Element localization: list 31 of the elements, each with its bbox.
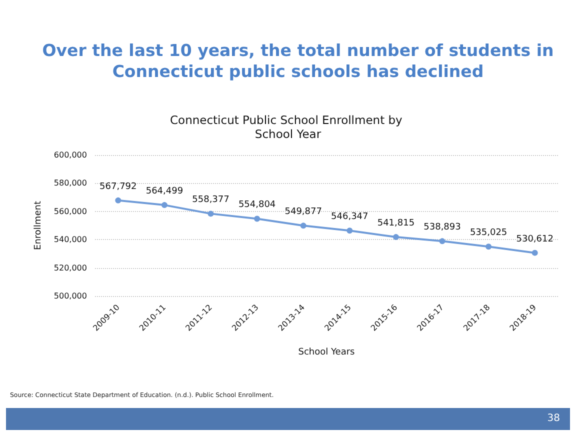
point xyxy=(392,234,399,240)
point xyxy=(115,197,122,204)
point xyxy=(208,210,214,217)
data-label: 538,893 xyxy=(424,222,461,233)
data-label: 546,347 xyxy=(331,212,368,222)
y-tick-label: 520,000 xyxy=(54,263,87,272)
chart-title: Over the last 10 years, the total number of students in Connecticut public schools has declined xyxy=(41,40,555,82)
x-axis-title: School Years xyxy=(298,348,356,358)
point xyxy=(161,202,168,208)
data-label: 567,792 xyxy=(100,182,137,192)
y-axis-title: Enrollment xyxy=(34,200,44,250)
point xyxy=(254,216,260,222)
point xyxy=(346,228,353,234)
data-label: 564,499 xyxy=(146,186,184,197)
data-label: 554,804 xyxy=(238,200,276,210)
point xyxy=(532,250,538,256)
data-label: 530,612 xyxy=(516,234,554,244)
data-label: 535,025 xyxy=(470,228,508,238)
y-tick-label: 580,000 xyxy=(54,178,87,188)
y-tick-label: 540,000 xyxy=(54,235,87,244)
data-label: 558,377 xyxy=(192,195,230,206)
point xyxy=(439,238,446,244)
y-tick-label: 500,000 xyxy=(54,292,87,300)
y-tick-label: 600,000 xyxy=(54,150,87,160)
data-label: 549,877 xyxy=(284,207,322,218)
point xyxy=(300,222,306,229)
point xyxy=(486,244,492,250)
footer-banner: 38 xyxy=(6,408,570,430)
chart-subtitle: Connecticut Public School Enrollment by School Year xyxy=(170,113,406,141)
y-tick-label: 560,000 xyxy=(54,206,87,216)
data-label: 541,815 xyxy=(377,218,415,229)
